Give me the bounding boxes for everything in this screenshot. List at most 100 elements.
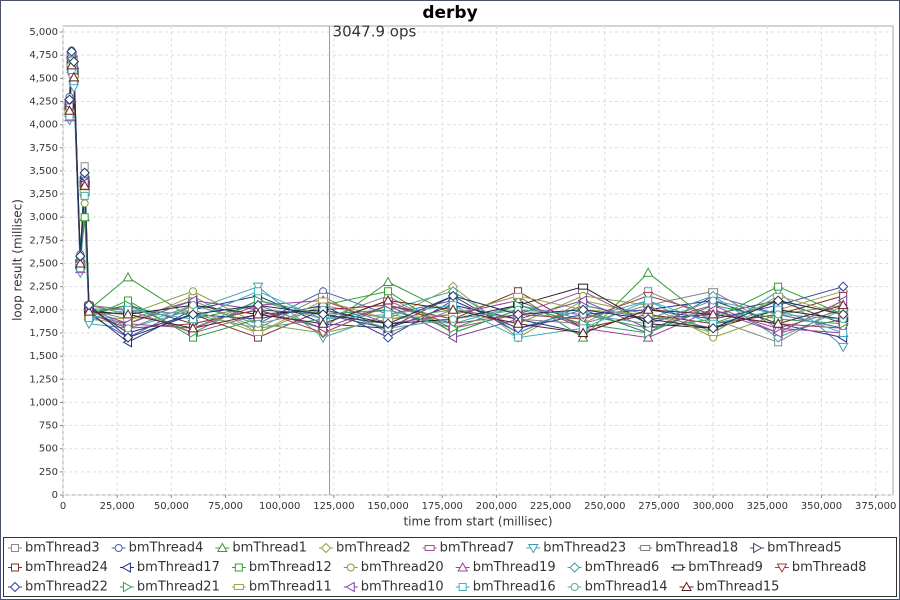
- marker: [457, 561, 469, 572]
- y-tick-label: 2,250: [29, 282, 58, 293]
- legend-item: bmThread24: [8, 560, 108, 575]
- series-layer: 3047.9 ops: [63, 23, 849, 495]
- marker: [640, 545, 651, 551]
- x-tick-label: 0: [60, 501, 66, 512]
- legend-item: bmThread17: [119, 560, 220, 575]
- legend-item: bmThread22: [8, 580, 108, 595]
- marker: [66, 46, 77, 57]
- legend-item: bmThread23: [526, 541, 626, 556]
- marker: [570, 583, 579, 591]
- legend-label: bmThread14: [585, 580, 668, 595]
- y-tick-label: 2,500: [29, 259, 58, 270]
- legend-label: bmThread24: [25, 560, 108, 575]
- x-tick-label: 300,000: [692, 501, 733, 512]
- marker: [317, 318, 329, 328]
- marker: [839, 328, 848, 337]
- marker: [317, 309, 329, 320]
- legend: bmThread3 bmThread4 bmThread1 bmThread2 bmTh…: [8, 541, 867, 600]
- legend-item: bmThread6: [567, 560, 659, 575]
- legend-item: bmThread9: [671, 560, 763, 575]
- marker: [707, 323, 719, 334]
- legend-item: bmThread7: [422, 541, 514, 556]
- legend-label: bmThread23: [543, 541, 626, 556]
- legend-item: bmThread21: [119, 580, 220, 595]
- legend-item: bmThread14: [567, 580, 668, 595]
- y-tick-label: 0: [52, 490, 58, 501]
- legend-item: bmThread10: [343, 580, 444, 595]
- y-tick-label: 4,500: [29, 73, 58, 84]
- marker: [253, 329, 264, 336]
- marker: [449, 322, 459, 334]
- legend-label: bmThread2: [336, 541, 411, 556]
- marker: [187, 309, 199, 320]
- marker: [458, 583, 467, 591]
- legend-box: [3, 537, 897, 597]
- marker: [122, 271, 134, 282]
- marker: [837, 281, 849, 292]
- legend-label: bmThread18: [655, 541, 738, 556]
- marker: [122, 581, 133, 593]
- legend-item: bmThread12: [231, 560, 332, 575]
- marker: [189, 301, 198, 310]
- marker: [252, 308, 264, 319]
- marker: [11, 563, 19, 572]
- marker: [753, 542, 763, 554]
- y-tick-label: 4,000: [29, 120, 58, 131]
- marker: [837, 342, 849, 353]
- marker: [512, 309, 524, 320]
- y-tick-label: 1,500: [29, 351, 58, 362]
- marker: [569, 562, 580, 573]
- marker: [80, 191, 89, 200]
- marker: [68, 71, 80, 82]
- marker: [189, 287, 198, 296]
- legend-label: bmThread8: [792, 560, 867, 575]
- marker: [577, 327, 589, 337]
- x-tick-label: 275,000: [638, 501, 679, 512]
- marker: [527, 544, 539, 554]
- marker: [837, 309, 849, 320]
- legend-label: bmThread11: [249, 580, 332, 595]
- marker: [64, 105, 75, 115]
- legend-label: bmThread21: [137, 580, 220, 595]
- x-tick-label: 350,000: [801, 501, 842, 512]
- marker: [80, 213, 89, 222]
- annotation-label: 3047.9 ops: [333, 23, 417, 41]
- legend-item: bmThread5: [750, 541, 842, 556]
- x-tick-label: 250,000: [584, 501, 625, 512]
- marker: [254, 287, 263, 296]
- marker: [382, 332, 394, 343]
- chart-title: derby: [422, 3, 477, 23]
- marker: [75, 250, 86, 262]
- marker: [447, 304, 459, 314]
- marker: [837, 299, 849, 310]
- marker: [642, 291, 654, 302]
- legend-item: bmThread19: [455, 560, 556, 575]
- marker: [79, 180, 91, 190]
- marker: [513, 292, 524, 299]
- legend-label: bmThread20: [361, 560, 444, 575]
- marker: [233, 584, 244, 590]
- legend-item: bmThread4: [111, 541, 203, 556]
- marker: [382, 276, 394, 287]
- marker: [449, 315, 458, 324]
- legend-label: bmThread16: [473, 580, 556, 595]
- marker: [80, 199, 89, 208]
- legend-label: bmThread12: [249, 560, 332, 575]
- marker: [384, 287, 393, 296]
- marker: [772, 318, 784, 328]
- marker: [681, 581, 692, 591]
- marker: [642, 267, 654, 277]
- marker: [382, 318, 394, 329]
- x-tick-label: 175,000: [422, 501, 463, 512]
- y-tick-label: 500: [39, 444, 58, 455]
- y-tick-label: 3,500: [29, 166, 58, 177]
- legend-label: bmThread5: [767, 541, 842, 556]
- marker: [11, 544, 19, 552]
- marker: [64, 94, 75, 105]
- marker: [514, 333, 523, 342]
- marker: [382, 295, 394, 305]
- marker: [252, 282, 264, 293]
- marker: [187, 322, 199, 333]
- y-tick-label: 3,000: [29, 212, 58, 223]
- y-tick-label: 4,250: [29, 96, 58, 107]
